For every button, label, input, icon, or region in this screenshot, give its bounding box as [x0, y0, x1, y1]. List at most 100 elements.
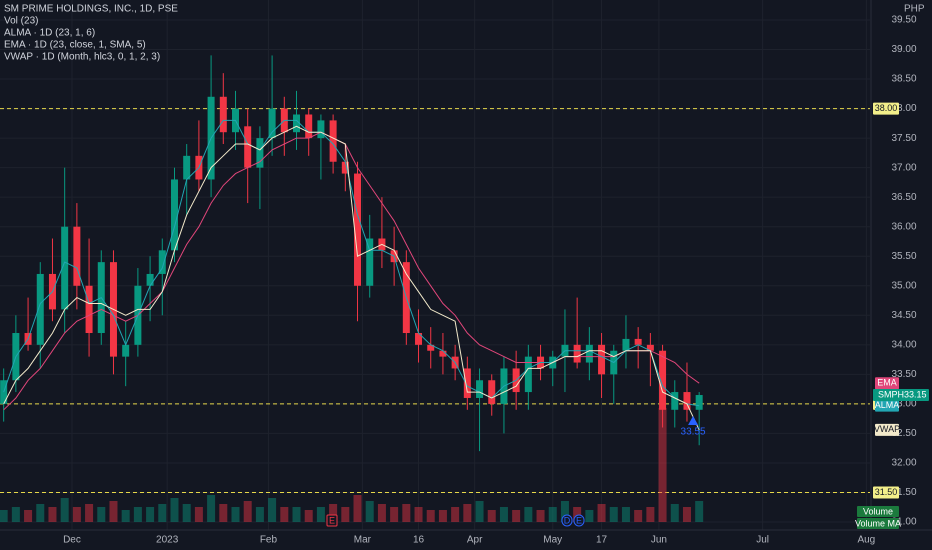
volume-label: Volume MA — [855, 518, 901, 528]
chart-title: SM PRIME HOLDINGS, INC., 1D, PSE — [4, 4, 178, 15]
grid — [0, 0, 870, 530]
candle-body — [524, 356, 532, 393]
legend-line: ALMA · 1D (23, 1, 6) — [4, 28, 95, 39]
y-tick-label: 35.50 — [891, 251, 916, 262]
x-tick-label: Jul — [756, 535, 769, 546]
volume-bar — [560, 501, 569, 522]
volume-bar — [695, 501, 704, 522]
volume-bar — [170, 498, 179, 522]
volume-bar — [451, 507, 460, 522]
x-tick-label: Mar — [354, 535, 372, 546]
y-tick-label: 37.50 — [891, 133, 916, 144]
volume-bar — [24, 510, 33, 522]
volume-bar — [402, 504, 411, 522]
price-badge — [873, 389, 929, 402]
candle-body — [256, 138, 264, 168]
volume-bar — [682, 507, 691, 522]
x-tick-label: Jun — [651, 535, 667, 546]
level-label: 31.50 — [875, 487, 898, 497]
y-tick-label: 35.00 — [891, 280, 916, 291]
candle-body — [122, 344, 130, 357]
indicator-badge-label: ALMA — [875, 400, 900, 410]
candle-body — [158, 250, 166, 274]
candle-body — [354, 173, 362, 286]
candle-body — [683, 392, 691, 410]
volume-bar — [60, 498, 69, 522]
candle-body — [73, 226, 81, 286]
volume-bar — [499, 507, 508, 522]
y-tick-label: 34.00 — [891, 339, 916, 350]
volume-bar — [634, 510, 643, 522]
volume-bar — [536, 510, 545, 522]
y-tick-label: 34.50 — [891, 310, 916, 321]
y-tick-label: 37.00 — [891, 162, 916, 173]
candle-body — [695, 395, 703, 410]
candle-body — [585, 344, 593, 363]
indicator-line — [3, 125, 700, 431]
volume-bar — [573, 507, 582, 522]
event-marker — [326, 514, 338, 527]
volume-badge — [857, 518, 899, 529]
volume-bar — [255, 507, 264, 522]
candle-body — [573, 344, 581, 363]
volume-bar — [426, 510, 435, 522]
candle-body — [146, 273, 154, 286]
candle-body — [85, 285, 93, 334]
event-marker — [561, 514, 573, 527]
volume-bar — [72, 507, 81, 522]
volume-bar — [243, 501, 252, 522]
candle-body — [488, 380, 496, 404]
level-label: 38.00 — [875, 103, 898, 113]
volume-bar — [97, 507, 106, 522]
volume-bar — [329, 504, 338, 522]
volume-bar — [85, 504, 94, 522]
x-tick-label: 2023 — [156, 535, 179, 546]
event-label: D — [564, 515, 571, 525]
candle-body — [183, 155, 191, 180]
volume-bar — [0, 510, 8, 522]
y-tick-label: 31.00 — [891, 517, 916, 528]
volume-bar — [609, 507, 618, 522]
candle-body — [244, 126, 252, 168]
price-badge-label: 33.15 — [904, 389, 927, 399]
event-marker — [573, 514, 585, 527]
volume-bar — [158, 504, 167, 522]
volume-bar — [11, 507, 20, 522]
candle-body — [463, 368, 471, 398]
y-tick-label: 32.50 — [891, 428, 916, 439]
x-tick-label: 16 — [413, 535, 425, 546]
event-label: E — [576, 515, 582, 525]
candle-body — [268, 108, 276, 139]
candle-body — [317, 120, 325, 139]
volume-bar — [463, 504, 472, 522]
volume-bar — [646, 507, 655, 522]
candle-body — [329, 120, 337, 162]
candle-body — [219, 96, 227, 133]
volume-bar — [219, 504, 228, 522]
candle-body — [170, 179, 178, 251]
volume-bar — [475, 501, 484, 522]
price-badge-name: SMPH — [878, 389, 904, 399]
volume-bar — [377, 504, 386, 522]
candle-body — [415, 333, 423, 345]
volume-badge — [857, 506, 899, 517]
volume-bar — [548, 507, 557, 522]
annotation: 33.55 — [681, 427, 706, 438]
volume-bar — [487, 510, 496, 522]
candle-body — [366, 238, 374, 286]
volume-bar — [304, 510, 313, 522]
indicator-badge — [875, 377, 899, 390]
candle-body — [36, 273, 44, 345]
candle-body — [622, 338, 630, 351]
candle-body — [305, 114, 313, 139]
event-label: E — [329, 515, 335, 525]
indicator-line — [3, 131, 700, 411]
level-badge — [873, 102, 899, 115]
volume-bar — [268, 498, 277, 522]
x-tick-label: Feb — [260, 535, 278, 546]
volume-bar — [438, 510, 447, 522]
y-tick-label: 32.00 — [891, 458, 916, 469]
candle-body — [61, 226, 69, 310]
indicator-badge — [875, 423, 899, 436]
